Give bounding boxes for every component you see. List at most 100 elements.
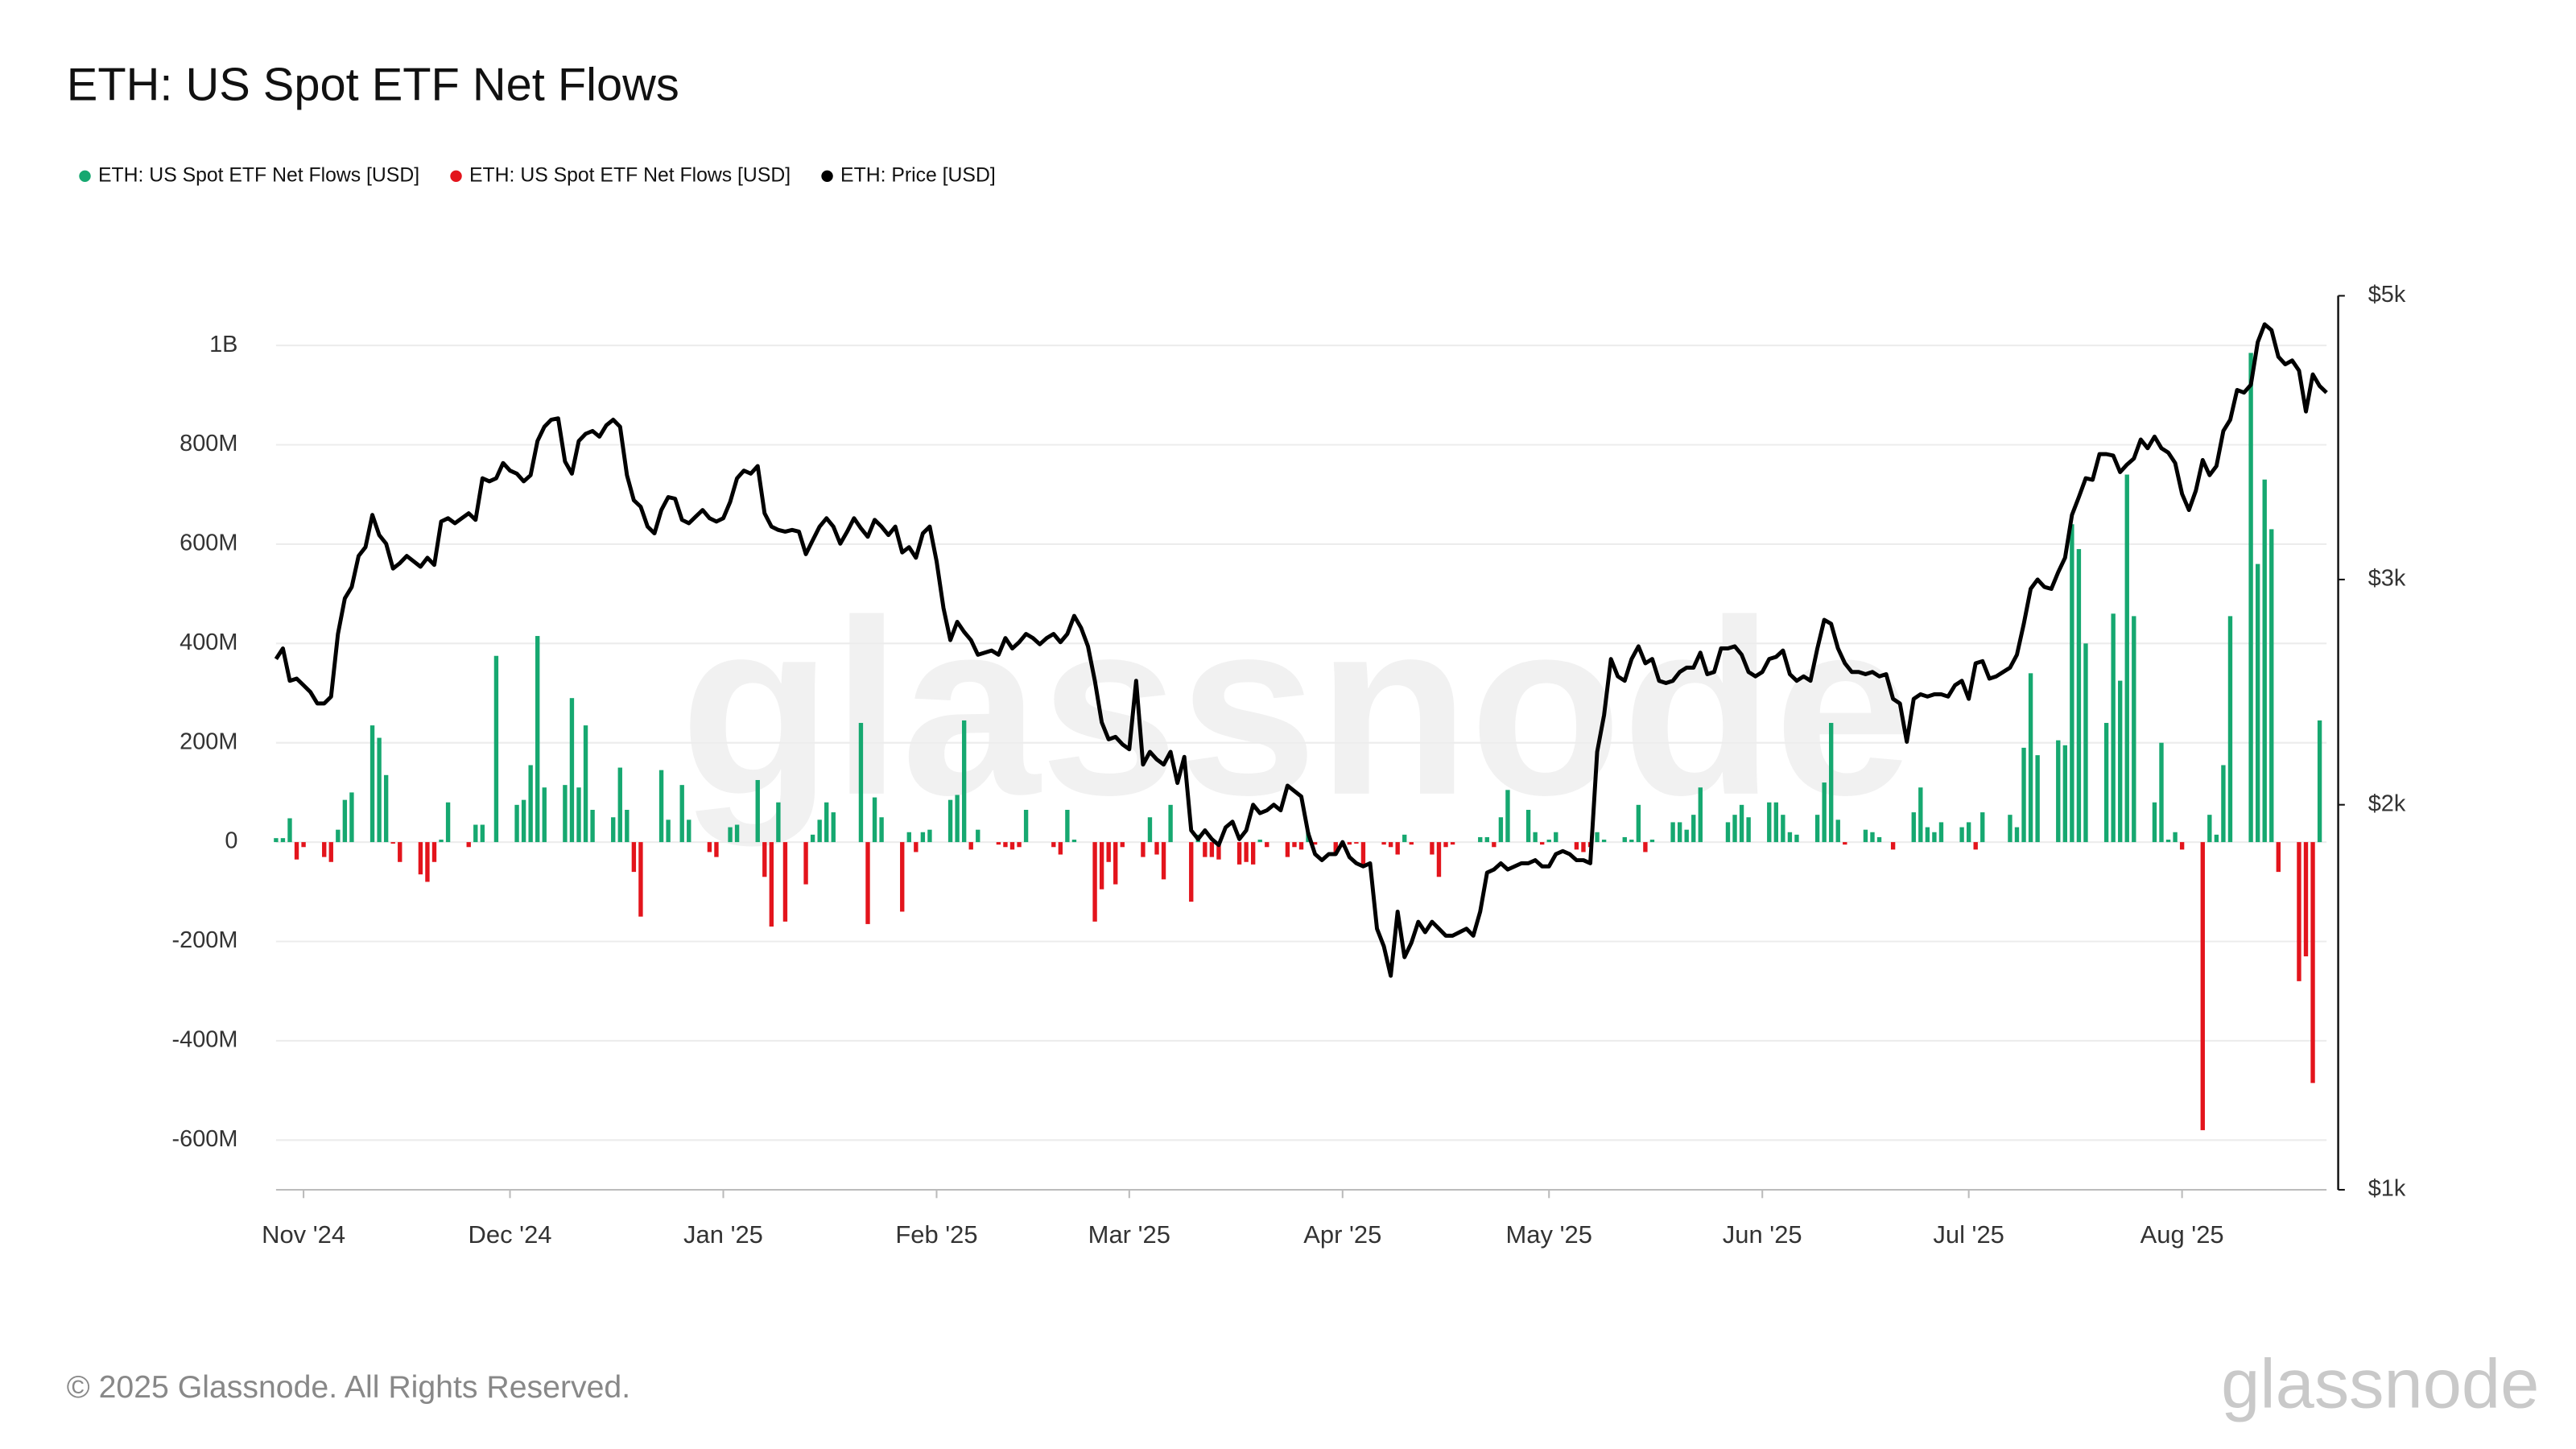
bar bbox=[514, 804, 519, 843]
bar bbox=[2227, 616, 2233, 843]
bar bbox=[1546, 840, 1551, 843]
x-tick-label: Jun '25 bbox=[1723, 1220, 1802, 1249]
bar bbox=[590, 809, 595, 843]
bar bbox=[1622, 836, 1627, 843]
bar bbox=[563, 785, 568, 843]
bar bbox=[2214, 834, 2219, 843]
bar bbox=[1684, 829, 1689, 843]
y-tick-label: 400M bbox=[180, 630, 237, 655]
bar bbox=[611, 817, 616, 843]
bar bbox=[762, 842, 767, 877]
bar bbox=[1388, 842, 1393, 848]
bar bbox=[583, 725, 588, 843]
bar bbox=[2124, 474, 2129, 843]
bar bbox=[301, 842, 306, 848]
bar bbox=[1870, 832, 1875, 843]
bar bbox=[858, 723, 864, 843]
x-tick-label: Feb '25 bbox=[895, 1220, 977, 1249]
bar bbox=[734, 824, 740, 843]
bar bbox=[1051, 842, 1056, 848]
bar bbox=[2179, 842, 2185, 850]
bar bbox=[1938, 822, 1944, 843]
bar bbox=[1065, 809, 1070, 843]
bar bbox=[2165, 840, 2171, 843]
bar bbox=[328, 842, 333, 862]
bar bbox=[1250, 842, 1256, 865]
bar bbox=[2159, 742, 2164, 843]
bar bbox=[336, 829, 341, 843]
bar bbox=[1203, 842, 1208, 857]
bar bbox=[968, 842, 973, 850]
bar bbox=[810, 834, 815, 843]
bar bbox=[2303, 842, 2309, 957]
bar bbox=[2111, 613, 2116, 843]
bar bbox=[1120, 842, 1125, 848]
bar bbox=[2028, 673, 2033, 843]
bar bbox=[1106, 842, 1111, 862]
bar bbox=[1402, 834, 1407, 843]
bar bbox=[383, 774, 389, 843]
legend-marker bbox=[450, 170, 462, 183]
bar bbox=[1450, 842, 1455, 845]
bar bbox=[1829, 723, 1834, 843]
bar bbox=[782, 842, 788, 922]
bar bbox=[2070, 524, 2074, 843]
bar bbox=[927, 829, 932, 843]
bar bbox=[1629, 840, 1634, 843]
bar bbox=[1677, 822, 1682, 843]
legend-marker bbox=[821, 170, 833, 183]
y-tick-label: -200M bbox=[172, 927, 238, 953]
y-tick-label: 600M bbox=[180, 530, 237, 556]
bar bbox=[1430, 842, 1435, 855]
bar bbox=[1381, 842, 1386, 845]
bar bbox=[1932, 832, 1937, 843]
bar bbox=[1698, 787, 1703, 843]
bar bbox=[872, 797, 877, 843]
bar bbox=[1574, 842, 1579, 850]
x-tick-label: Jul '25 bbox=[1933, 1220, 2004, 1249]
bar bbox=[658, 770, 664, 843]
bar bbox=[1099, 842, 1104, 890]
bar bbox=[817, 819, 822, 843]
bar bbox=[1781, 815, 1785, 843]
bar bbox=[439, 840, 444, 843]
bar bbox=[1525, 809, 1531, 843]
bar bbox=[576, 787, 581, 843]
bar bbox=[2103, 723, 2109, 843]
bar bbox=[1484, 836, 1489, 843]
bar bbox=[349, 792, 354, 843]
bar bbox=[1505, 790, 1510, 843]
y-tick-label: 0 bbox=[225, 828, 237, 854]
bar bbox=[1209, 842, 1215, 857]
x-tick-label: Aug '25 bbox=[2140, 1220, 2224, 1249]
y2-tick-label: $2k bbox=[2368, 791, 2406, 816]
bar bbox=[1009, 842, 1015, 850]
bar bbox=[1257, 840, 1262, 843]
bar bbox=[1814, 815, 1820, 843]
y2-tick-label: $5k bbox=[2368, 282, 2406, 308]
bar bbox=[1443, 842, 1448, 848]
bar bbox=[996, 842, 1001, 845]
bar bbox=[466, 842, 471, 848]
bar bbox=[1478, 836, 1483, 843]
bar bbox=[824, 802, 829, 843]
bar bbox=[714, 842, 719, 857]
bar bbox=[2083, 643, 2088, 843]
bar bbox=[1298, 842, 1304, 850]
x-tick-label: Jan '25 bbox=[683, 1220, 763, 1249]
bar bbox=[294, 842, 299, 860]
bar bbox=[976, 829, 980, 843]
bar bbox=[1863, 829, 1868, 843]
bar bbox=[1787, 832, 1793, 843]
bar bbox=[1911, 812, 1916, 843]
bar bbox=[1822, 782, 1827, 843]
bar bbox=[625, 809, 630, 843]
bar bbox=[1265, 842, 1269, 848]
bar bbox=[2132, 616, 2136, 843]
bar bbox=[2221, 765, 2226, 843]
bar bbox=[398, 842, 402, 862]
bar bbox=[473, 824, 478, 843]
bar bbox=[1492, 842, 1496, 848]
bar bbox=[1973, 842, 1978, 850]
bar bbox=[776, 802, 781, 843]
